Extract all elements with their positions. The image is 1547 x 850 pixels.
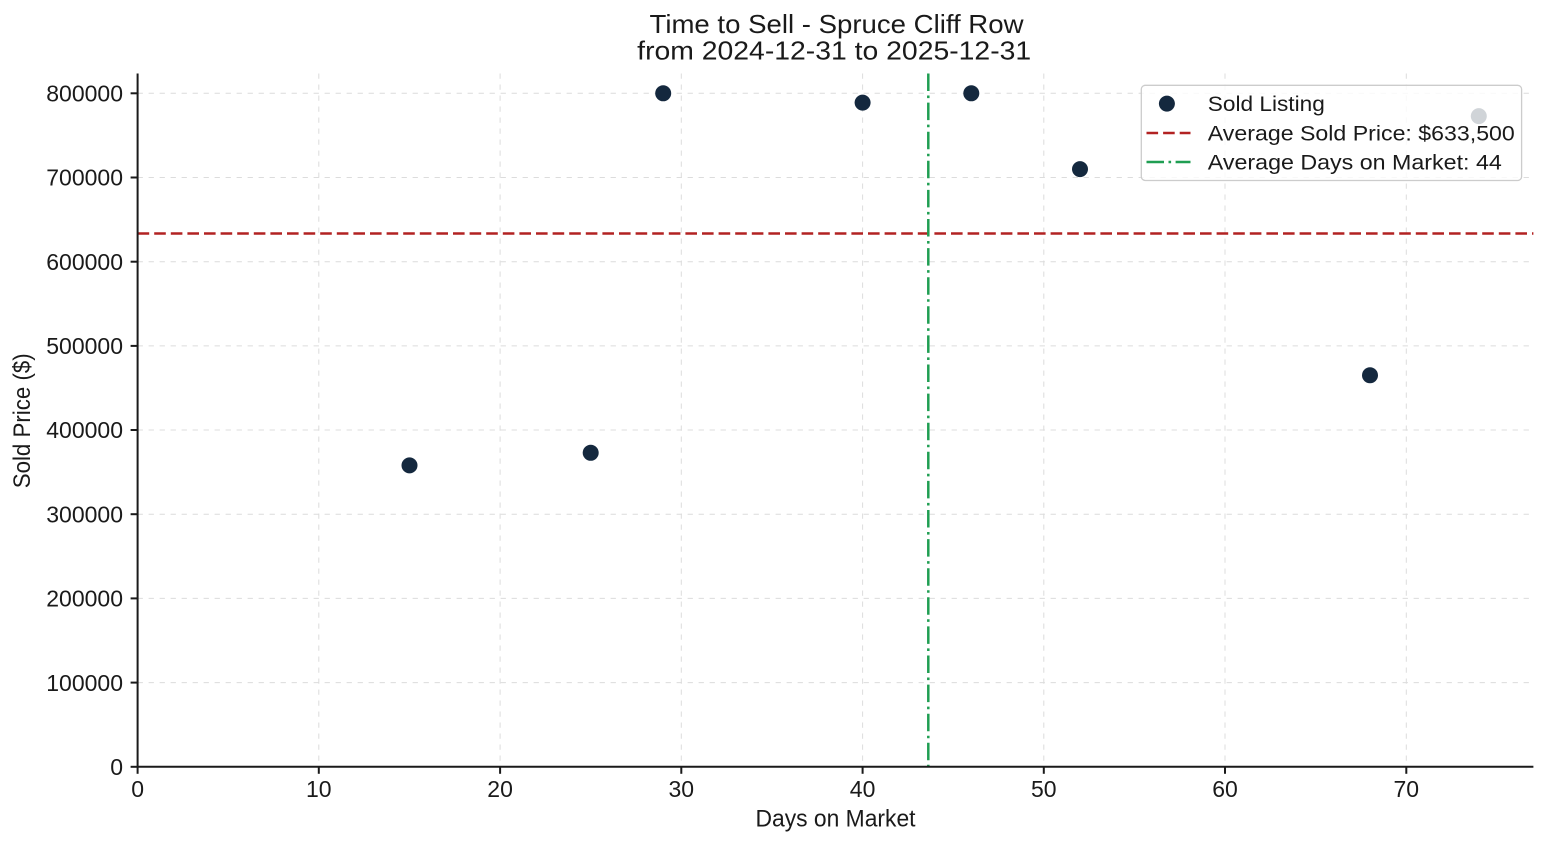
svg-text:Sold Price ($): Sold Price ($)	[9, 353, 36, 488]
svg-text:400000: 400000	[46, 417, 123, 443]
svg-text:Days on Market: Days on Market	[756, 805, 916, 832]
svg-text:300000: 300000	[46, 501, 123, 527]
svg-text:100000: 100000	[46, 670, 123, 696]
svg-text:50: 50	[1031, 776, 1057, 802]
svg-text:Sold Listing: Sold Listing	[1208, 93, 1325, 116]
svg-text:0: 0	[131, 776, 144, 802]
svg-text:800000: 800000	[46, 81, 123, 107]
svg-text:600000: 600000	[46, 249, 123, 275]
svg-text:60: 60	[1212, 776, 1238, 802]
svg-text:20: 20	[487, 776, 513, 802]
svg-text:200000: 200000	[46, 586, 123, 612]
svg-text:30: 30	[669, 776, 695, 802]
svg-text:Time to Sell - Spruce Cliff Ro: Time to Sell - Spruce Cliff Row	[650, 9, 1024, 39]
svg-text:700000: 700000	[46, 165, 123, 191]
svg-text:Average Days on Market: 44: Average Days on Market: 44	[1208, 152, 1502, 175]
svg-text:from 2024-12-31 to 2025-12-31: from 2024-12-31 to 2025-12-31	[637, 35, 1031, 65]
svg-text:0: 0	[110, 754, 123, 780]
svg-text:Average Sold Price: $633,500: Average Sold Price: $633,500	[1208, 123, 1515, 146]
svg-text:40: 40	[850, 776, 876, 802]
svg-text:70: 70	[1394, 776, 1420, 802]
svg-text:10: 10	[306, 776, 332, 802]
svg-text:500000: 500000	[46, 333, 123, 359]
